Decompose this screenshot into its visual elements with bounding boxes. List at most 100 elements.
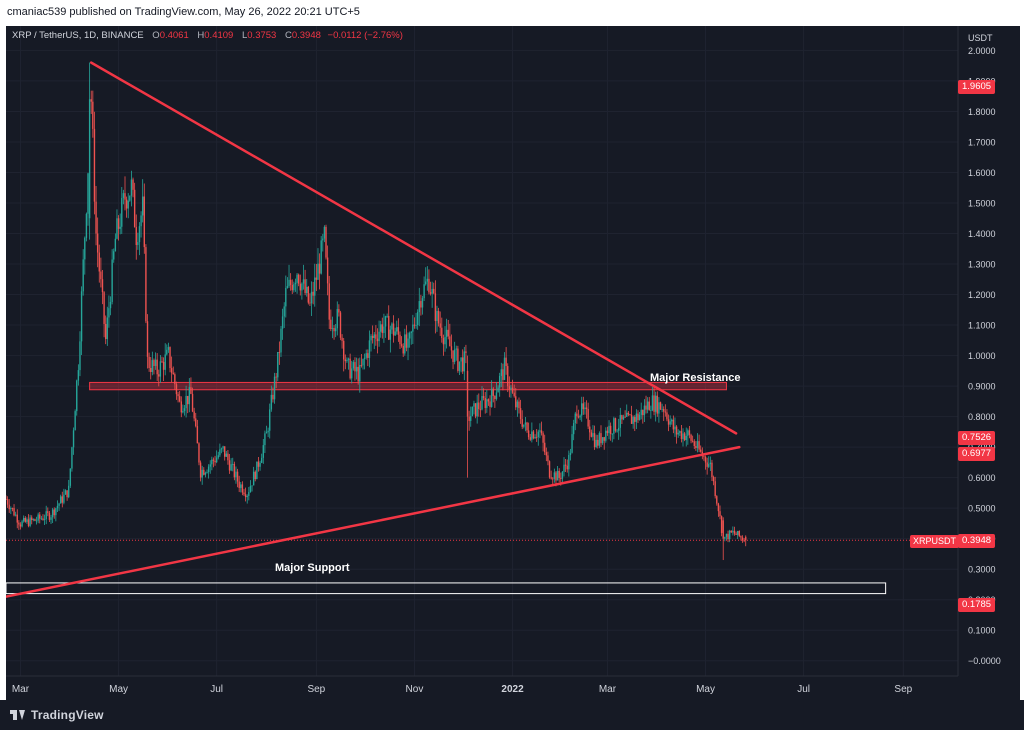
candle-body bbox=[58, 503, 60, 506]
candle-body bbox=[611, 433, 613, 435]
candle-body bbox=[669, 421, 671, 425]
candle-body bbox=[77, 370, 80, 381]
currency-label[interactable]: USDT bbox=[968, 33, 993, 43]
candle-body bbox=[400, 344, 403, 346]
candle-body bbox=[280, 328, 282, 353]
candle-body bbox=[326, 257, 329, 284]
candle-body bbox=[394, 331, 396, 336]
candle-body bbox=[43, 519, 46, 521]
candle-body bbox=[127, 200, 129, 209]
time-tick-label: May bbox=[696, 684, 715, 695]
candle-body bbox=[674, 426, 676, 430]
major-support-label[interactable]: Major Support bbox=[275, 562, 350, 574]
candle-body bbox=[462, 357, 464, 372]
candle-body bbox=[360, 365, 363, 366]
candle-body bbox=[371, 335, 374, 339]
candle-body bbox=[629, 414, 631, 416]
candle-body bbox=[532, 431, 535, 439]
candle-body bbox=[209, 464, 211, 467]
candle-body bbox=[539, 430, 541, 432]
candle-body bbox=[709, 462, 712, 465]
candle-body bbox=[444, 336, 446, 345]
candle-body bbox=[48, 512, 51, 520]
candle-body bbox=[66, 490, 68, 498]
candle-body bbox=[595, 439, 597, 448]
candle-body bbox=[71, 447, 73, 469]
candle-body bbox=[569, 452, 572, 455]
candle-body bbox=[621, 415, 623, 420]
candle-body bbox=[646, 401, 649, 410]
candle-body bbox=[627, 412, 630, 415]
candle-body bbox=[579, 415, 581, 418]
candle-body bbox=[228, 460, 231, 471]
time-tick-label: May bbox=[109, 684, 128, 695]
symbol-legend[interactable]: XRP / TetherUS, 1D, BINANCE O0.4061 H0.4… bbox=[12, 30, 403, 41]
candle-body bbox=[548, 461, 551, 478]
candle-body bbox=[645, 405, 647, 410]
candle-body bbox=[545, 452, 548, 456]
candle-body bbox=[222, 446, 224, 449]
major-resistance-label[interactable]: Major Resistance bbox=[650, 372, 741, 384]
candle-body bbox=[214, 460, 216, 463]
candle-body bbox=[653, 395, 655, 412]
candle-body bbox=[365, 353, 367, 358]
candle-body bbox=[98, 252, 100, 272]
tradingview-logo[interactable]: TradingView bbox=[10, 708, 104, 722]
price-tick-label: 1.7000 bbox=[968, 137, 996, 147]
candle-body bbox=[248, 492, 250, 496]
candle-body bbox=[489, 401, 491, 407]
price-chart[interactable]: 2.00001.90001.80001.70001.60001.50001.40… bbox=[6, 26, 1020, 700]
candle-body bbox=[381, 324, 383, 333]
candle-body bbox=[741, 537, 744, 541]
candle-body bbox=[572, 423, 575, 435]
candle-body bbox=[391, 323, 393, 330]
candle-body bbox=[643, 405, 646, 416]
candle-body bbox=[396, 327, 398, 332]
candle-body bbox=[117, 218, 120, 229]
candle-body bbox=[531, 431, 533, 440]
candle-body bbox=[240, 484, 242, 488]
candle-body bbox=[582, 403, 585, 410]
candle-body bbox=[659, 402, 662, 410]
candle-body bbox=[307, 286, 310, 303]
candle-body bbox=[494, 395, 496, 399]
candle-body bbox=[285, 287, 287, 307]
candle-body bbox=[264, 433, 266, 446]
candle-body bbox=[535, 436, 538, 438]
candle-body bbox=[6, 499, 9, 505]
candle-body bbox=[355, 366, 358, 372]
time-tick-label: Sep bbox=[307, 684, 325, 695]
candle-body bbox=[484, 398, 486, 408]
candle-body bbox=[664, 411, 667, 413]
candle-body bbox=[283, 306, 285, 317]
candle-body bbox=[207, 466, 210, 473]
price-tick-label: 2.0000 bbox=[968, 46, 996, 56]
candle-body bbox=[505, 357, 507, 367]
candle-body bbox=[666, 412, 668, 420]
price-tick-label: 1.8000 bbox=[968, 107, 996, 117]
candle-body bbox=[156, 359, 158, 375]
candle-body bbox=[294, 282, 297, 285]
candle-body bbox=[606, 430, 609, 434]
candle-body bbox=[230, 464, 232, 471]
candle-body bbox=[50, 517, 52, 520]
candle-body bbox=[677, 432, 679, 435]
symbol-name[interactable]: XRP / TetherUS, 1D, BINANCE bbox=[12, 30, 144, 41]
candle-body bbox=[215, 457, 218, 463]
candle-body bbox=[537, 431, 539, 438]
price-tick-label: 1.1000 bbox=[968, 321, 996, 331]
candle-body bbox=[437, 310, 440, 324]
candle-body bbox=[601, 437, 604, 444]
candle-body bbox=[407, 338, 409, 348]
close-value: 0.3948 bbox=[291, 30, 321, 41]
candle-body bbox=[542, 433, 544, 443]
candle-body bbox=[405, 334, 408, 348]
candle-body bbox=[614, 418, 617, 431]
candle-body bbox=[31, 517, 33, 521]
price-tick-label: 0.3000 bbox=[968, 565, 996, 575]
candle-body bbox=[80, 291, 83, 342]
candle-body bbox=[318, 263, 321, 274]
candle-body bbox=[256, 461, 258, 480]
candle-body bbox=[257, 461, 260, 467]
candle-body bbox=[577, 416, 580, 418]
